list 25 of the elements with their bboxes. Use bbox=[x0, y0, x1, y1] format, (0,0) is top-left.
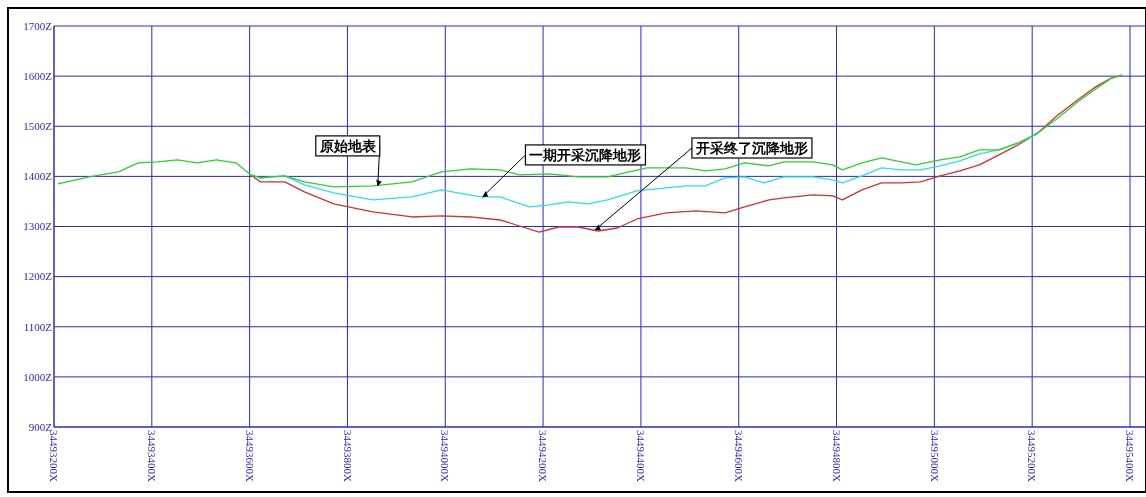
y-tick-label: 1400Z bbox=[23, 170, 53, 183]
x-tick-label: 34494600X bbox=[732, 430, 745, 482]
y-tick-label: 900Z bbox=[28, 420, 53, 433]
annotation: 原始地表 bbox=[318, 138, 377, 154]
x-tick-label: 34493400X bbox=[145, 430, 158, 482]
y-tick-label: 1200Z bbox=[23, 270, 53, 283]
y-tick-label: 1300Z bbox=[23, 220, 53, 233]
x-tick-label: 34495200X bbox=[1026, 430, 1039, 482]
line-series bbox=[57, 74, 1123, 188]
x-tick-label: 34493600X bbox=[243, 430, 256, 482]
x-tick-label: 34495000X bbox=[928, 430, 941, 482]
x-tick-label: 34494200X bbox=[537, 430, 550, 482]
x-tick-label: 34493200X bbox=[48, 430, 61, 482]
x-tick-label: 34493800X bbox=[341, 430, 354, 482]
y-tick-label: 1100Z bbox=[23, 320, 53, 333]
x-tick-label: 34495400X bbox=[1124, 430, 1137, 482]
x-tick-label: 34494000X bbox=[439, 430, 452, 482]
annotation: 一期开采沉降地形 bbox=[529, 147, 642, 163]
y-tick-label: 1500Z bbox=[23, 120, 53, 133]
y-tick-label: 1600Z bbox=[23, 69, 53, 82]
y-tick-label: 1000Z bbox=[23, 370, 53, 383]
y-tick-label: 1700Z bbox=[23, 19, 53, 32]
x-tick-label: 34494400X bbox=[635, 430, 648, 482]
x-tick-label: 34494800X bbox=[830, 430, 843, 482]
annotation: 开采终了沉降地形 bbox=[694, 141, 808, 157]
